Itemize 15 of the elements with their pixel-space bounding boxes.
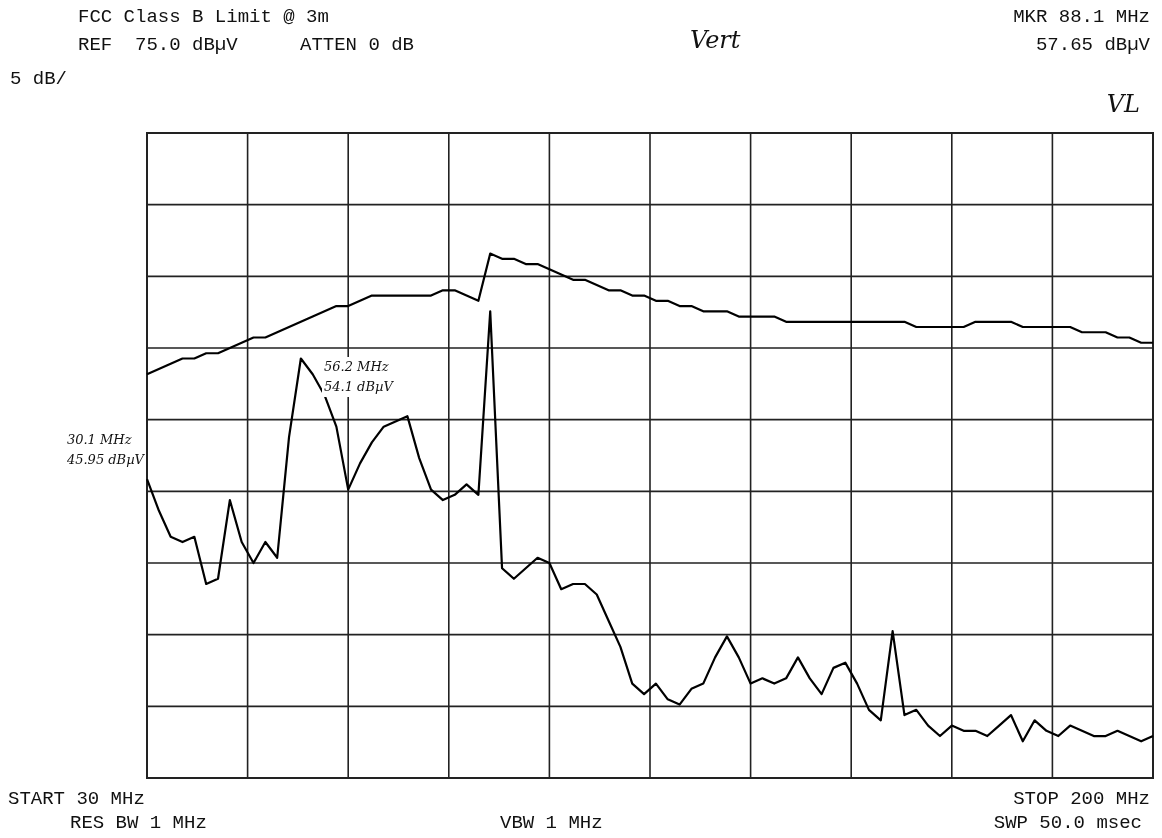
text: 30.1 MHz 45.95 dBµV	[64, 430, 146, 470]
text: 5 dB/	[10, 68, 68, 90]
text: REF 75.0 dBµV	[78, 34, 238, 56]
text: VL	[1106, 90, 1140, 118]
text: START 30 MHz	[8, 788, 145, 810]
text: ATTEN 0 dB	[300, 34, 415, 56]
text: MKR 88.1 MHz	[1013, 6, 1150, 28]
text: SWP 50.0 msec	[993, 812, 1142, 834]
chart-title: FCC Class B Limit @ 3m	[78, 6, 329, 28]
text: Vert	[690, 26, 741, 54]
text: 57.65 dBµV	[1035, 34, 1150, 56]
text: VBW 1 MHz	[500, 812, 603, 834]
text: STOP 200 MHz	[1013, 788, 1150, 810]
text: RES BW 1 MHz	[70, 812, 207, 834]
annotation: 56.2 MHz 54.1 dBµV	[322, 357, 395, 397]
